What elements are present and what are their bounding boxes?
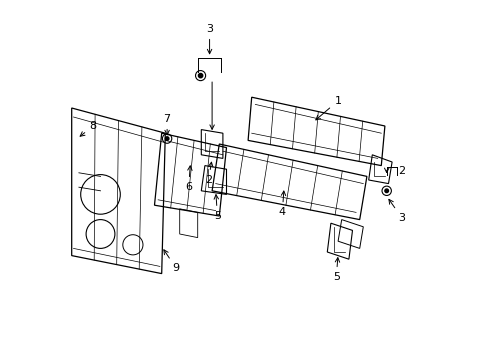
Text: 5: 5 — [332, 258, 339, 282]
Text: 3: 3 — [388, 199, 405, 223]
Text: 8: 8 — [80, 121, 97, 136]
Text: 3: 3 — [205, 24, 213, 54]
Circle shape — [165, 137, 168, 140]
Text: 2: 2 — [204, 162, 212, 185]
Text: 6: 6 — [185, 166, 192, 192]
Text: 1: 1 — [315, 96, 341, 120]
Text: 9: 9 — [163, 250, 179, 273]
Text: 2: 2 — [397, 166, 405, 176]
Text: 7: 7 — [163, 114, 170, 135]
Text: 4: 4 — [278, 191, 285, 217]
Circle shape — [384, 189, 387, 193]
Text: 5: 5 — [214, 195, 221, 221]
Circle shape — [198, 73, 203, 78]
